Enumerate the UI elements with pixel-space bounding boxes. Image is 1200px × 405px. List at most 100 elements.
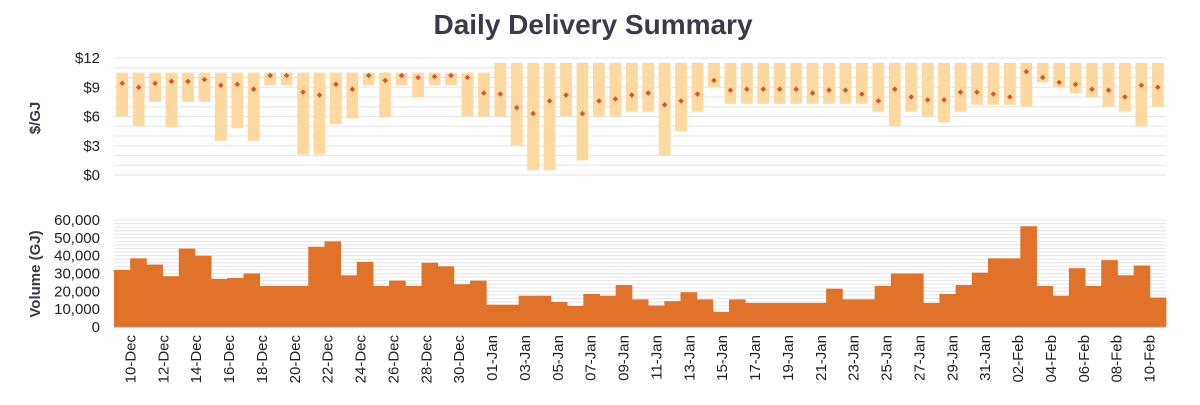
volume-bar bbox=[453, 284, 471, 327]
price-range-bar bbox=[1053, 62, 1066, 88]
volume-y-tick-label: 0 bbox=[92, 319, 100, 336]
x-tick-label: 19-Jan bbox=[780, 335, 797, 381]
price-range-bar bbox=[379, 72, 392, 118]
price-marker bbox=[119, 80, 126, 87]
price-marker bbox=[382, 77, 389, 84]
price-range-bar bbox=[395, 72, 408, 86]
x-tick-label: 22-Dec bbox=[320, 335, 337, 384]
price-range-bar bbox=[165, 72, 178, 128]
price-range-bar bbox=[609, 62, 622, 117]
price-range-bar bbox=[560, 62, 572, 117]
volume-bar bbox=[971, 272, 989, 327]
volume-bar bbox=[1004, 258, 1021, 327]
price-marker bbox=[152, 80, 158, 87]
price-marker bbox=[908, 94, 915, 100]
price-marker bbox=[711, 77, 717, 84]
x-tick-label: 07-Jan bbox=[583, 335, 600, 381]
volume-bar bbox=[745, 302, 762, 327]
volume-bar bbox=[1052, 295, 1070, 327]
price-marker bbox=[957, 89, 964, 95]
volume-bar bbox=[955, 285, 973, 327]
price-range-bar bbox=[247, 72, 260, 141]
price-marker bbox=[135, 84, 142, 91]
price-range-bar bbox=[806, 62, 819, 104]
price-marker bbox=[415, 74, 421, 81]
price-marker bbox=[826, 87, 832, 93]
price-range-bar bbox=[280, 72, 293, 86]
price-range-bar bbox=[264, 72, 277, 86]
price-marker bbox=[793, 86, 799, 92]
price-marker bbox=[497, 91, 504, 97]
price-marker bbox=[875, 98, 882, 104]
price-range-bar bbox=[773, 62, 786, 104]
volume-bar bbox=[599, 295, 617, 327]
volume-bar bbox=[227, 277, 244, 327]
price-marker bbox=[809, 90, 816, 96]
price-marker bbox=[924, 97, 931, 103]
x-tick-label: 03-Jan bbox=[517, 335, 534, 381]
volume-y-axis-title: Volume (GJ) bbox=[27, 230, 44, 317]
volume-bar bbox=[502, 304, 520, 327]
chart-title: Daily Delivery Summary bbox=[433, 9, 752, 40]
volume-bar bbox=[259, 285, 277, 327]
volume-bar bbox=[1117, 275, 1135, 327]
price-marker bbox=[398, 72, 405, 79]
price-marker bbox=[201, 76, 208, 83]
price-range-bar bbox=[954, 62, 967, 112]
x-tick-label: 15-Jan bbox=[714, 335, 731, 381]
price-marker bbox=[168, 78, 175, 85]
price-range-bar bbox=[1118, 62, 1131, 112]
price-range-bar bbox=[445, 72, 457, 86]
price-marker bbox=[1089, 86, 1095, 92]
price-range-bar bbox=[1102, 62, 1115, 107]
price-range-bar bbox=[1086, 62, 1098, 97]
volume-bar bbox=[114, 269, 131, 327]
price-range-bar bbox=[543, 62, 556, 171]
volume-bar bbox=[1149, 297, 1167, 327]
price-marker bbox=[1105, 87, 1112, 93]
price-marker bbox=[267, 72, 273, 79]
price-range-bar bbox=[839, 62, 852, 104]
volume-bar bbox=[421, 262, 439, 327]
price-marker bbox=[218, 82, 224, 89]
volume-y-tick-label: 50,000 bbox=[54, 230, 100, 247]
price-marker bbox=[234, 81, 241, 88]
price-marker bbox=[185, 78, 191, 85]
volume-bar bbox=[324, 241, 341, 327]
x-tick-label: 13-Jan bbox=[681, 335, 698, 381]
price-y-axis-title: $/GJ bbox=[27, 102, 44, 135]
volume-bar bbox=[615, 285, 633, 327]
volume-bar bbox=[729, 299, 746, 327]
x-tick-label: 05-Jan bbox=[550, 335, 567, 381]
x-tick-label: 12-Dec bbox=[155, 335, 172, 384]
price-marker bbox=[990, 91, 997, 97]
x-tick-label: 30-Dec bbox=[451, 335, 468, 384]
x-tick-label: 20-Dec bbox=[287, 335, 304, 384]
price-range-bar bbox=[494, 62, 507, 117]
price-marker bbox=[941, 97, 947, 103]
price-marker bbox=[530, 110, 536, 117]
price-panel: $0 $3 $6 $9 $12 $/GJ bbox=[27, 50, 1166, 184]
volume-bar bbox=[648, 305, 665, 327]
price-range-bar bbox=[132, 72, 145, 127]
x-tick-label: 14-Dec bbox=[188, 335, 205, 384]
price-range-bar bbox=[149, 72, 162, 102]
x-tick-label: 02-Feb bbox=[1010, 335, 1027, 383]
price-range-bar bbox=[362, 72, 375, 86]
volume-bar bbox=[1101, 260, 1118, 327]
volume-bar bbox=[534, 295, 552, 327]
x-tick-label: 31-Jan bbox=[977, 335, 994, 381]
volume-bar bbox=[130, 258, 147, 327]
volume-bar bbox=[356, 261, 374, 327]
volume-bar bbox=[308, 246, 325, 327]
price-range-bar bbox=[1003, 62, 1016, 105]
price-range-bar bbox=[642, 62, 655, 112]
volume-bar bbox=[664, 301, 681, 327]
volume-y-tick-label: 30,000 bbox=[54, 266, 100, 283]
volume-bar bbox=[761, 302, 778, 327]
volume-bar bbox=[923, 302, 940, 327]
x-tick-label: 25-Jan bbox=[879, 335, 896, 381]
price-y-ticks: $0 $3 $6 $9 $12 bbox=[75, 50, 100, 184]
price-y-tick-label: $0 bbox=[83, 167, 100, 184]
